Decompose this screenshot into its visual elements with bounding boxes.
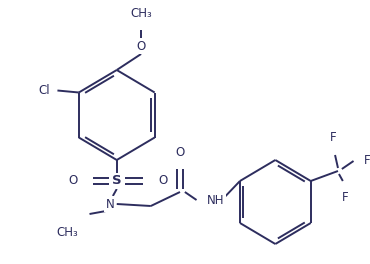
Text: F: F bbox=[342, 191, 348, 204]
Text: NH: NH bbox=[207, 194, 225, 206]
Text: F: F bbox=[364, 154, 370, 167]
Text: N: N bbox=[105, 197, 114, 210]
Text: O: O bbox=[159, 175, 168, 187]
Text: CH₃: CH₃ bbox=[130, 7, 152, 20]
Text: CH₃: CH₃ bbox=[56, 226, 78, 239]
Text: O: O bbox=[68, 175, 78, 187]
Text: Cl: Cl bbox=[38, 84, 50, 97]
Text: O: O bbox=[137, 40, 146, 53]
Text: F: F bbox=[330, 131, 336, 144]
Text: O: O bbox=[175, 146, 185, 159]
Text: S: S bbox=[112, 175, 122, 187]
